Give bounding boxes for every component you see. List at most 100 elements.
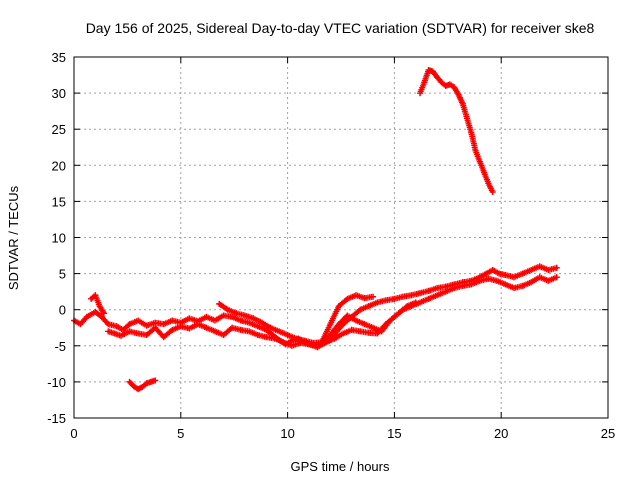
data-point bbox=[459, 282, 466, 289]
data-point bbox=[335, 303, 342, 310]
data-point bbox=[468, 129, 475, 136]
data-point bbox=[233, 310, 240, 317]
data-point bbox=[152, 377, 159, 384]
data-point bbox=[126, 328, 133, 335]
data-point bbox=[511, 274, 518, 281]
data-point bbox=[130, 383, 137, 390]
data-point bbox=[105, 328, 112, 335]
data-point bbox=[370, 324, 377, 331]
data-point bbox=[489, 189, 496, 196]
series-track-c bbox=[216, 292, 377, 346]
y-axis-label: SDTVAR / TECUs bbox=[6, 185, 21, 290]
data-point bbox=[246, 328, 253, 335]
data-point bbox=[220, 312, 227, 319]
data-point bbox=[425, 295, 432, 302]
data-point bbox=[111, 330, 118, 337]
data-point bbox=[344, 312, 351, 319]
data-point bbox=[476, 277, 483, 284]
data-point bbox=[224, 306, 231, 313]
data-point bbox=[374, 299, 381, 306]
data-point bbox=[258, 319, 265, 326]
data-point bbox=[143, 331, 150, 338]
data-point bbox=[83, 313, 90, 320]
data-point bbox=[135, 317, 142, 324]
data-point bbox=[455, 91, 462, 98]
data-point bbox=[442, 288, 449, 295]
data-point bbox=[331, 335, 338, 342]
data-point bbox=[216, 300, 223, 307]
data-point bbox=[485, 275, 492, 282]
grid-lines bbox=[74, 57, 608, 418]
data-point bbox=[211, 328, 218, 335]
data-point bbox=[451, 84, 458, 91]
data-point bbox=[502, 281, 509, 288]
data-point bbox=[169, 326, 176, 333]
data-point bbox=[502, 272, 509, 279]
data-point bbox=[135, 330, 142, 337]
data-point bbox=[429, 68, 436, 75]
data-point bbox=[301, 337, 308, 344]
data-point bbox=[361, 321, 368, 328]
data-point bbox=[370, 293, 377, 300]
data-point bbox=[464, 115, 471, 122]
data-point bbox=[434, 74, 441, 81]
data-point bbox=[382, 297, 389, 304]
y-tick-label: -10 bbox=[47, 375, 66, 390]
data-point bbox=[485, 180, 492, 187]
data-point bbox=[237, 317, 244, 324]
y-tick-label: 30 bbox=[52, 86, 66, 101]
x-tick-label: 5 bbox=[177, 426, 184, 441]
data-point bbox=[139, 383, 146, 390]
data-point bbox=[194, 321, 201, 328]
data-point bbox=[340, 330, 347, 337]
data-point bbox=[387, 317, 394, 324]
data-point bbox=[169, 317, 176, 324]
data-point bbox=[361, 295, 368, 302]
data-point bbox=[404, 303, 411, 310]
data-point bbox=[88, 295, 95, 302]
data-point bbox=[459, 100, 466, 107]
data-point bbox=[314, 344, 321, 351]
data-point bbox=[246, 319, 253, 326]
data-point bbox=[293, 335, 300, 342]
data-point bbox=[545, 277, 552, 284]
data-point bbox=[152, 319, 159, 326]
data-point bbox=[425, 287, 432, 294]
data-point bbox=[318, 339, 325, 346]
y-tick-label: -5 bbox=[54, 339, 66, 354]
series-track-g bbox=[417, 66, 496, 196]
data-point bbox=[365, 303, 372, 310]
data-point bbox=[135, 386, 142, 393]
data-point bbox=[92, 292, 99, 299]
data-point bbox=[519, 282, 526, 289]
data-point bbox=[481, 169, 488, 176]
data-point bbox=[395, 310, 402, 317]
y-tick-label: 15 bbox=[52, 194, 66, 209]
data-point bbox=[229, 324, 236, 331]
data-point bbox=[126, 321, 133, 328]
data-point bbox=[408, 292, 415, 299]
data-point bbox=[536, 263, 543, 270]
data-point bbox=[280, 339, 287, 346]
data-point bbox=[451, 285, 458, 292]
data-point bbox=[100, 310, 107, 317]
data-point bbox=[357, 328, 364, 335]
data-point bbox=[310, 339, 317, 346]
data-point bbox=[365, 329, 372, 336]
y-tick-label: 25 bbox=[52, 122, 66, 137]
chart-title: Day 156 of 2025, Sidereal Day-to-day VTE… bbox=[86, 20, 595, 36]
x-axis-label: GPS time / hours bbox=[291, 459, 390, 474]
y-tick-label: -15 bbox=[47, 411, 66, 426]
data-point bbox=[96, 303, 103, 310]
data-point bbox=[417, 90, 424, 97]
data-point bbox=[147, 378, 154, 385]
data-point bbox=[177, 323, 184, 330]
data-point bbox=[472, 147, 479, 154]
data-point bbox=[143, 322, 150, 329]
data-point bbox=[152, 324, 159, 331]
data-point bbox=[442, 82, 449, 89]
series-track-f bbox=[126, 377, 159, 393]
data-point bbox=[421, 79, 428, 86]
plot-frame bbox=[73, 56, 609, 419]
